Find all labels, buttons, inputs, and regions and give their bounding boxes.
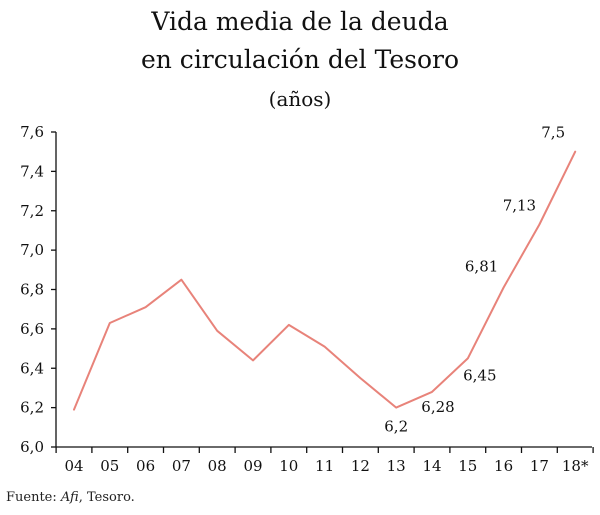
series-line bbox=[73, 150, 577, 411]
x-tick-label: 09 bbox=[243, 457, 262, 475]
x-tick-label: 17 bbox=[530, 457, 549, 475]
data-label: 7,5 bbox=[541, 124, 565, 142]
source-italic: Afi bbox=[60, 490, 79, 505]
chart-axes: 6,0 6,2 6,4 6,6 6,8 7,0 7,2 7,4 7,6 04 05 06 07 08 09 1… bbox=[20, 123, 594, 475]
chart-title-line-1: Vida media de la deuda bbox=[150, 7, 448, 36]
x-tick-label: 04 bbox=[64, 457, 83, 475]
y-tick-label: 6,0 bbox=[20, 438, 44, 456]
x-tick-label: 05 bbox=[100, 457, 119, 475]
x-tick-label: 10 bbox=[279, 457, 298, 475]
y-tick-label: 6,8 bbox=[20, 281, 44, 299]
source-suffix: , Tesoro. bbox=[78, 490, 135, 505]
x-tick-label: 07 bbox=[172, 457, 191, 475]
x-tick-label: 16 bbox=[494, 457, 513, 475]
x-tick-label: 14 bbox=[422, 457, 441, 475]
y-tick-label: 7,0 bbox=[20, 241, 44, 259]
y-tick-label: 6,4 bbox=[20, 359, 44, 377]
y-tick-label: 7,6 bbox=[20, 123, 44, 141]
source-note: Fuente: Afi, Tesoro. bbox=[6, 490, 135, 505]
x-tick-label: 15 bbox=[458, 457, 477, 475]
x-tick-label: 13 bbox=[387, 457, 406, 475]
y-tick-label: 7,4 bbox=[20, 162, 44, 180]
data-label: 6,28 bbox=[421, 398, 454, 416]
x-tick-label: 08 bbox=[208, 457, 227, 475]
source-prefix: Fuente: bbox=[6, 490, 61, 505]
x-tick-label: 12 bbox=[351, 457, 370, 475]
chart-subtitle: (años) bbox=[269, 87, 332, 111]
chart-marks: 6,2 6,28 6,45 6,81 7,13 7,5 bbox=[73, 124, 577, 436]
x-tick-label: 18* bbox=[562, 457, 589, 475]
data-label: 7,13 bbox=[503, 197, 536, 215]
line-chart: Vida media de la deuda en circulación de… bbox=[20, 7, 594, 475]
y-tick-label: 6,2 bbox=[20, 399, 44, 417]
y-tick-label: 6,6 bbox=[20, 320, 44, 338]
data-label: 6,2 bbox=[384, 418, 408, 436]
y-tick-label: 7,2 bbox=[20, 202, 44, 220]
x-tick-label: 11 bbox=[315, 457, 334, 475]
data-label: 6,45 bbox=[463, 366, 496, 384]
data-label: 6,81 bbox=[465, 258, 498, 276]
chart-title-line-2: en circulación del Tesoro bbox=[141, 45, 459, 74]
x-tick-label: 06 bbox=[136, 457, 155, 475]
